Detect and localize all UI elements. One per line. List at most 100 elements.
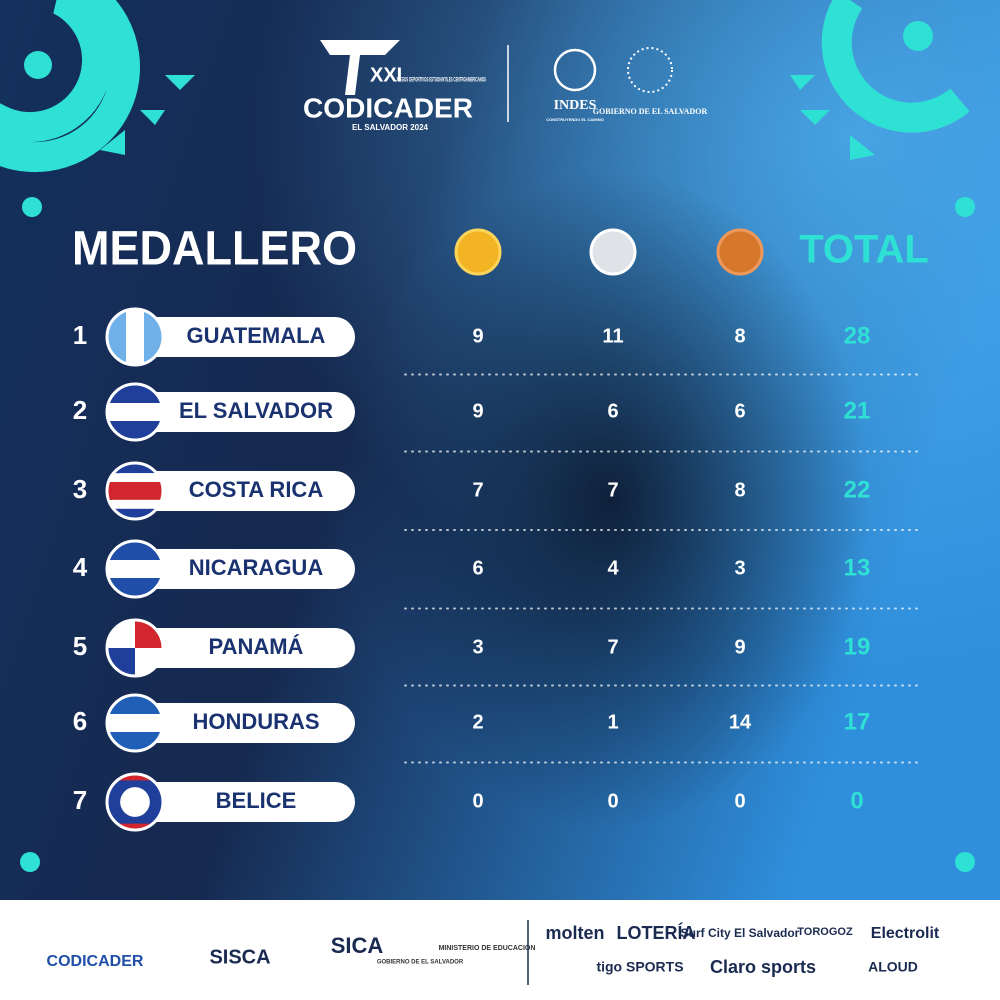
- bronze-count: 0: [734, 790, 745, 812]
- country-pill: [110, 317, 355, 357]
- sponsor-logo: ALOUD: [868, 959, 918, 975]
- sponsor-logo: LOTERÍA: [617, 922, 696, 943]
- footer: [0, 900, 1000, 1000]
- flag-stripe: [108, 578, 162, 596]
- rank: 3: [73, 474, 87, 504]
- country: PANAMÁ: [209, 634, 304, 659]
- government-seal: [627, 47, 673, 93]
- country: GUATEMALA: [187, 323, 326, 348]
- flag-stripe: [108, 508, 162, 518]
- flag-stripe: [108, 473, 162, 483]
- indes-icon: [553, 48, 597, 92]
- row: 3 COSTA RICA 7 7 8 22: [73, 461, 923, 531]
- country: EL SALVADOR: [179, 398, 333, 423]
- decorations: [0, 0, 975, 872]
- flag-stripe: [108, 385, 162, 404]
- sponsor-logo: CODICADER: [47, 953, 144, 970]
- silver-count: 4: [607, 557, 619, 579]
- silver-count: 6: [607, 400, 618, 422]
- flag-stripe: [108, 696, 162, 715]
- country-pill: [110, 549, 355, 589]
- row: 1 GUATEMALA 9 11 8 28: [73, 307, 923, 376]
- total-count: 17: [844, 708, 871, 735]
- flag-stripe: [108, 732, 162, 750]
- sponsor-logo: Claro sports: [710, 957, 816, 977]
- sponsor-logo: MINISTERIO DE EDUCACIÓN: [439, 943, 536, 952]
- flag: [108, 464, 162, 518]
- flag: [108, 696, 162, 750]
- rank: 6: [73, 706, 87, 736]
- bronze-medal: [716, 228, 764, 276]
- row: 7 BELICE 0 0 0 0: [73, 772, 864, 832]
- silver-medal: [589, 228, 637, 276]
- flag-ring: [105, 618, 165, 678]
- host: EL SALVADOR 2024: [352, 123, 429, 132]
- silver-count: 0: [607, 790, 618, 812]
- sponsors: CODICADER SISCA SICA GOBIERNO DE EL SALVADO…: [47, 920, 940, 985]
- silver-count: 11: [602, 325, 623, 347]
- logo-icon: [320, 40, 400, 95]
- sponsor-logo: Surf City El Salvador: [681, 926, 800, 940]
- bronze-count: 8: [734, 325, 745, 347]
- header: XXI JUEGOS DEPORTIVOS ESTUDIANTILES CENT…: [303, 40, 707, 132]
- flag-field: [108, 775, 162, 781]
- table-title: MEDALLERO: [72, 223, 357, 276]
- bronze-count: 8: [734, 479, 745, 501]
- country-pill: [110, 471, 355, 511]
- gold-count: 2: [472, 711, 483, 733]
- total-count: 19: [844, 633, 871, 660]
- rank: 4: [73, 552, 88, 582]
- indes-tagline: CONSTRUYENDO EL CAMINO: [546, 117, 603, 122]
- row: 2 EL SALVADOR 9 6 6 21: [73, 382, 923, 453]
- flag-seal: [120, 787, 150, 817]
- flag: [108, 310, 162, 364]
- flag-stripe: [144, 310, 162, 364]
- sponsor-logo: TOROGOZ: [797, 926, 853, 938]
- sponsor-logo: Electrolit: [871, 925, 940, 942]
- rank: 5: [73, 631, 87, 661]
- rank: 2: [73, 395, 87, 425]
- government: GOBIERNO DE EL SALVADOR: [593, 107, 708, 116]
- country-pill: [110, 703, 355, 743]
- edition: XXI: [370, 64, 402, 86]
- flag-stripe: [108, 482, 162, 500]
- flag-stripe: [126, 310, 145, 364]
- bronze-count: 3: [734, 557, 745, 579]
- rank: 1: [73, 320, 87, 350]
- total-count: 13: [844, 554, 871, 581]
- rank: 7: [73, 785, 87, 815]
- flag-ring: [105, 772, 165, 832]
- flag: [108, 621, 162, 675]
- country-pill: [110, 782, 355, 822]
- total-count: 28: [844, 322, 871, 349]
- country: COSTA RICA: [189, 477, 324, 502]
- games-name: JUEGOS DEPORTIVOS ESTUDIANTILES CENTROAM…: [396, 78, 486, 84]
- flag-stripe: [108, 421, 162, 439]
- rows: 1 GUATEMALA 9 11 8 282 EL SALVADOR 9 6 6 213 COSTA …: [73, 307, 923, 832]
- country: NICARAGUA: [189, 555, 324, 580]
- total-count: 0: [850, 787, 863, 814]
- flag-stripe: [108, 560, 162, 579]
- silver-count: 1: [607, 711, 618, 733]
- flag-ring: [105, 307, 165, 367]
- flag-stripe: [108, 500, 162, 509]
- flag-stripe: [108, 464, 162, 474]
- flag-ring: [105, 693, 165, 753]
- total-count: 21: [844, 397, 871, 424]
- sponsor-logo: GOBIERNO DE EL SALVADOR: [377, 960, 464, 966]
- gold-count: 9: [472, 400, 483, 422]
- row: 4 NICARAGUA 6 4 3 13: [73, 539, 923, 610]
- gold-count: 0: [472, 790, 483, 812]
- row: 6 HONDURAS 2 1 14 17: [73, 693, 923, 764]
- flag-ring: [105, 461, 165, 521]
- sponsor-logo: SISCA: [209, 946, 270, 968]
- flag-ring: [105, 382, 165, 442]
- sponsor-logo: SICA: [331, 933, 384, 958]
- country-pill: [110, 392, 355, 432]
- silver-count: 7: [607, 636, 618, 658]
- bronze-count: 6: [734, 400, 745, 422]
- country: HONDURAS: [192, 709, 319, 734]
- flag: [108, 775, 162, 829]
